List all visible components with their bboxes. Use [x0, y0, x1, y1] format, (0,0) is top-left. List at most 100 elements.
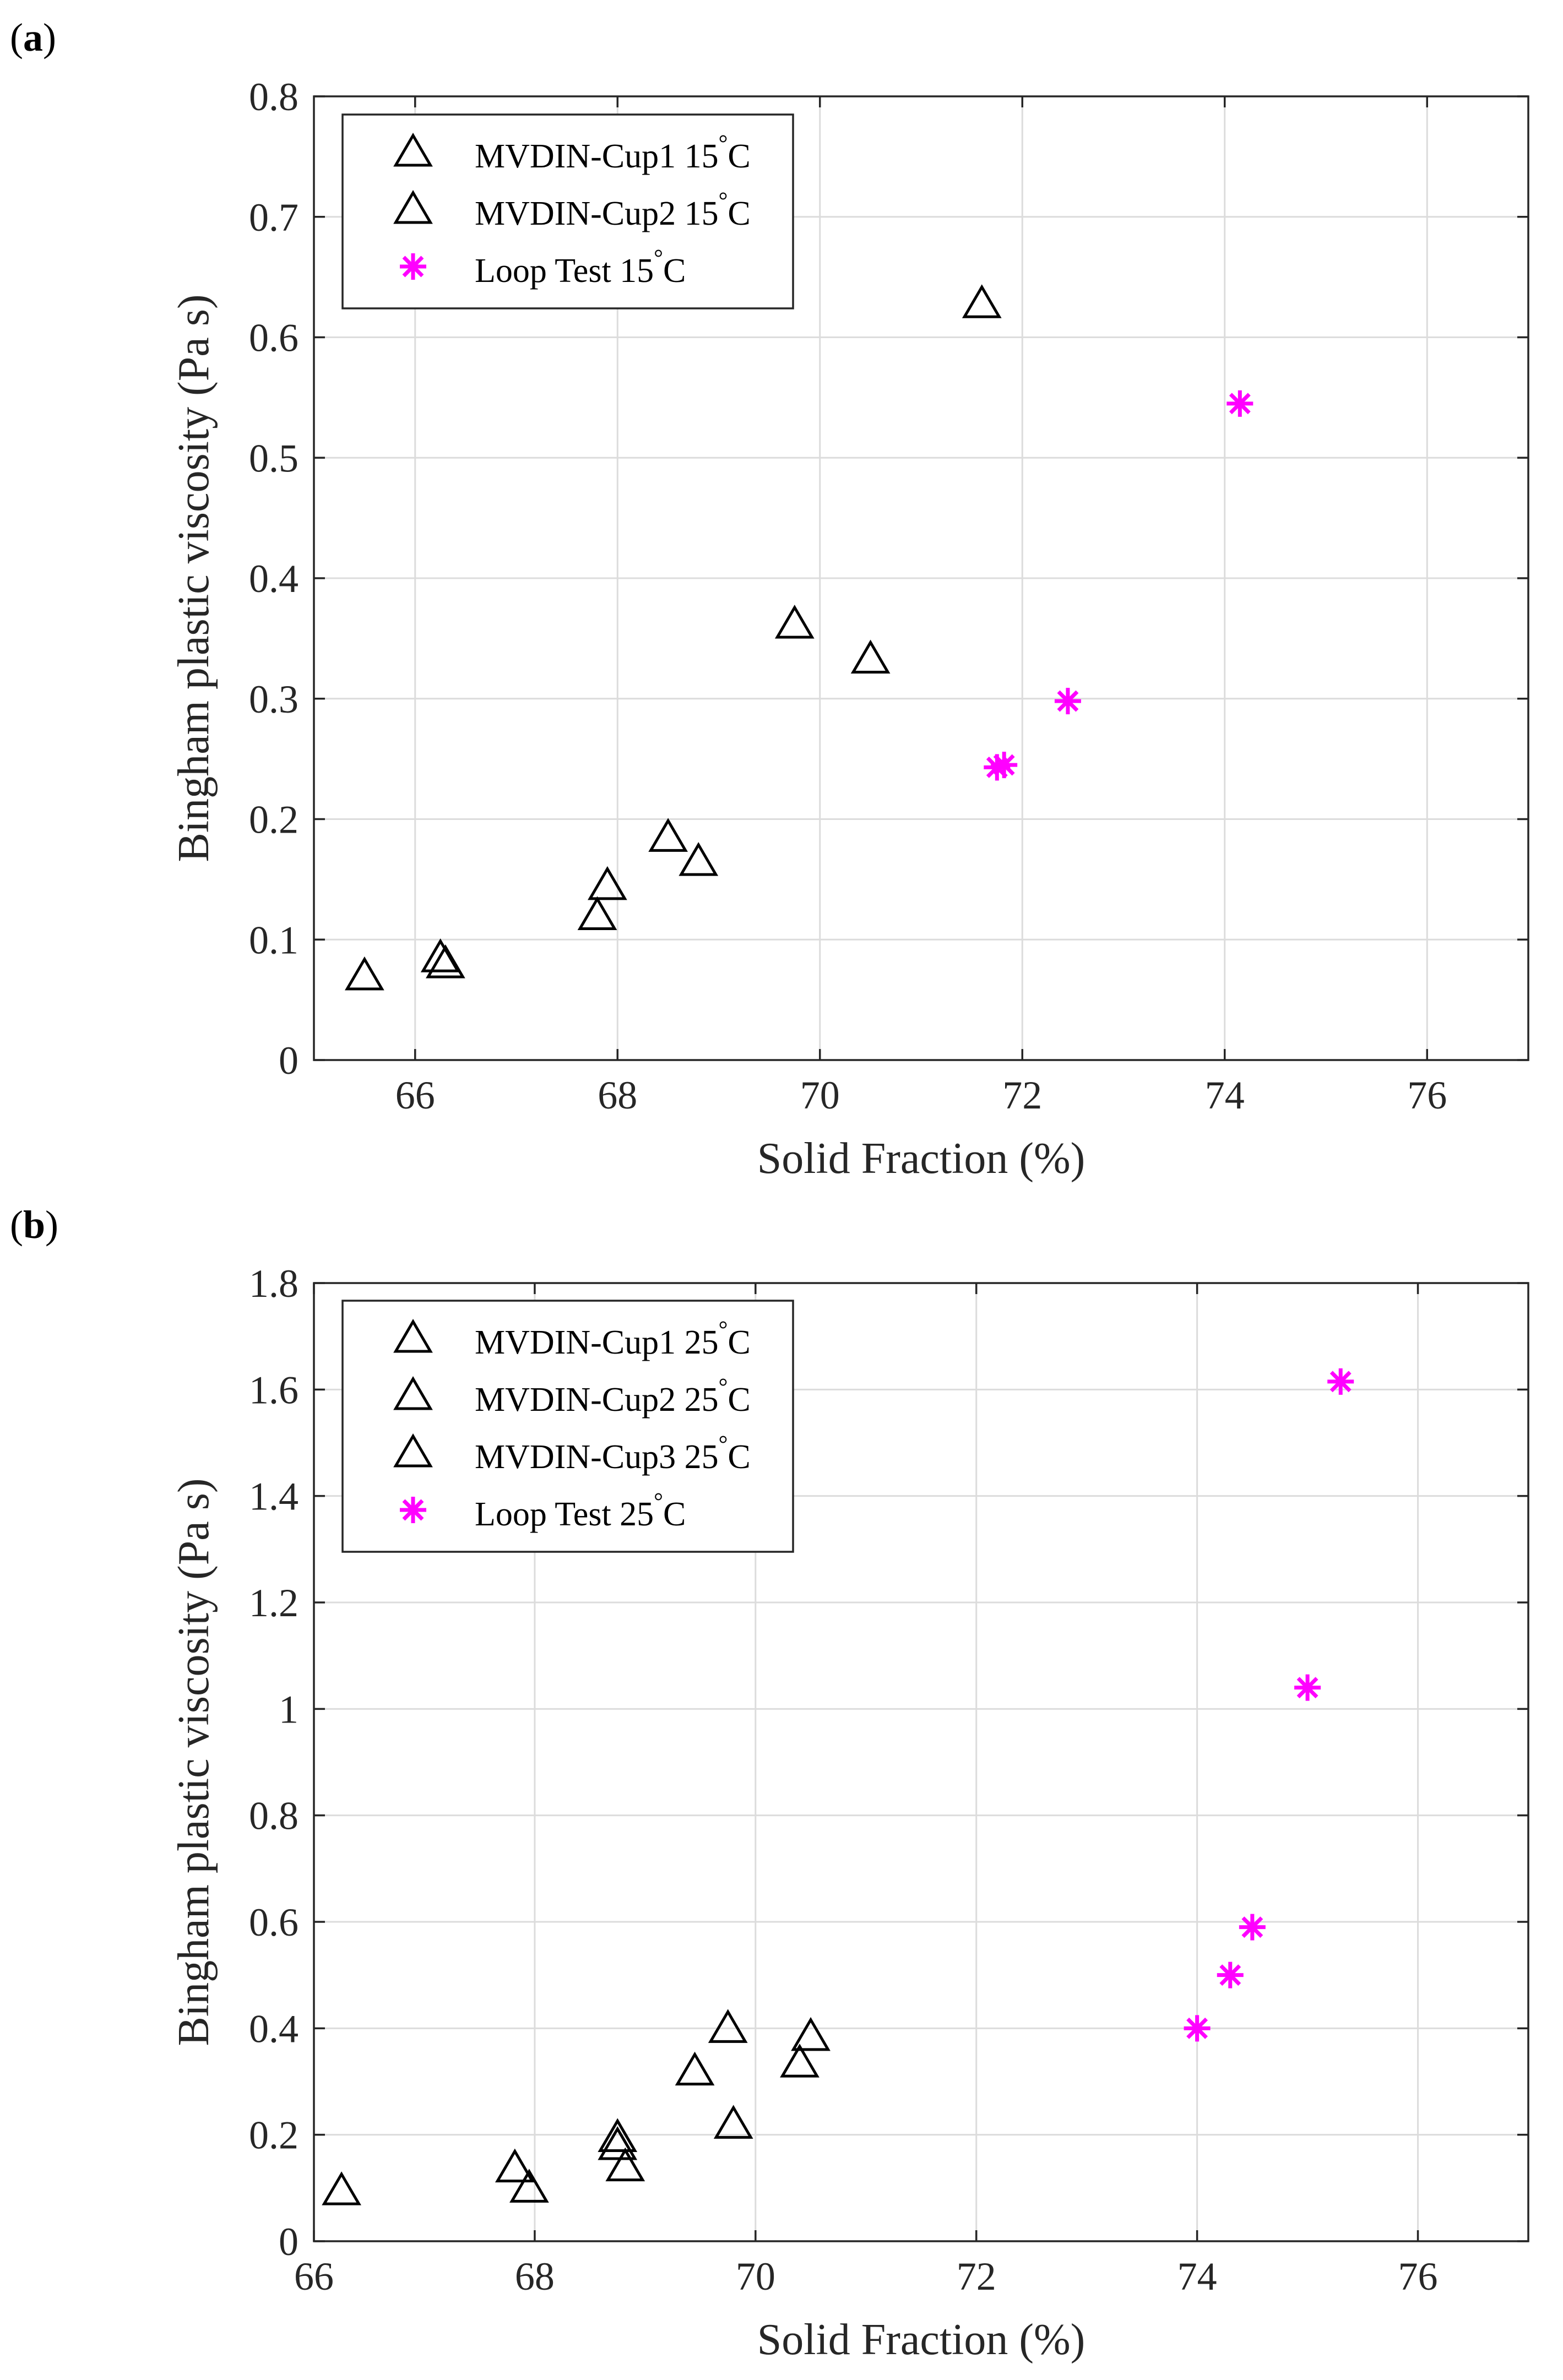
data-point-triangle — [598, 2126, 638, 2160]
data-point-star-stroke-3 — [1057, 690, 1079, 712]
y-tick-label: 1 — [279, 1687, 299, 1731]
data-point-star — [1054, 688, 1081, 715]
data-point-triangle — [648, 818, 688, 852]
legend-marker-triangle — [393, 133, 433, 167]
data-point-triangle — [577, 896, 617, 930]
chart-panel-a: (a) 66 68 70 72 74 76 0 0.1 0.2 0.3 0.4 0.5 0.6 0.7 0.8… — [10, 15, 1529, 1183]
series-2 — [426, 639, 891, 979]
legend-box — [341, 113, 794, 309]
legend-entry-label: MVDIN-Cup3 25°C — [475, 1432, 751, 1476]
x-tick-label: 68 — [598, 1073, 637, 1117]
x-tick-label: 76 — [1398, 2254, 1438, 2299]
legend-entry-text: MVDIN-Cup3 25 — [475, 1438, 719, 1476]
y-tick-label: 0.2 — [249, 798, 299, 842]
legend-degree-sign: ° — [719, 131, 728, 156]
legend-entry-unit: C — [728, 138, 750, 175]
x-tick-label: 66 — [294, 2254, 334, 2299]
legend-marker-star — [400, 1497, 426, 1523]
y-tick-label: 1.6 — [249, 1368, 299, 1412]
y-tick-label: 0.6 — [249, 1900, 299, 1944]
legend-marker-star-stroke-3 — [402, 256, 424, 278]
legend-entry-label: MVDIN-Cup2 15°C — [475, 188, 751, 232]
legend-entry-unit: C — [663, 1496, 686, 1533]
legend-entry-text: MVDIN-Cup2 15 — [475, 195, 719, 232]
panel-label: (a) — [10, 15, 56, 59]
legend-entry-unit: C — [728, 1381, 750, 1419]
panel-label-close: ) — [45, 1203, 58, 1247]
y-tick-label: 0.3 — [249, 677, 299, 721]
data-point-star — [1184, 2015, 1211, 2042]
y-axis-label: Bingham plastic viscosity (Pa s) — [170, 294, 218, 862]
x-tick-label: 76 — [1407, 1073, 1447, 1117]
panel-label-close: ) — [43, 15, 56, 59]
x-tick-label: 70 — [736, 2254, 775, 2299]
y-tick-label: 0.2 — [249, 2113, 299, 2158]
data-point-star — [991, 752, 1018, 779]
x-tick-label: 68 — [515, 2254, 555, 2299]
y-tick-label: 1.4 — [249, 1475, 299, 1519]
series-1 — [345, 284, 1002, 991]
y-tick-label: 0.8 — [249, 1794, 299, 1838]
y-tick-label: 0.5 — [249, 436, 299, 480]
plot-frame — [313, 1282, 1529, 2242]
data-point-triangle — [962, 284, 1002, 318]
series-3 — [984, 390, 1253, 781]
data-point-triangle — [598, 2118, 638, 2152]
data-point-triangle — [495, 2148, 535, 2183]
series-2 — [509, 2105, 753, 2203]
legend-entry-label: MVDIN-Cup1 15°C — [475, 131, 751, 175]
legend-entry-unit: C — [728, 1324, 750, 1361]
legend-marker-triangle — [393, 190, 433, 224]
legend-entry-label: Loop Test 15°C — [475, 246, 686, 290]
series-3 — [605, 2044, 820, 2182]
data-point-star-stroke-3 — [1219, 1964, 1241, 1986]
x-tick-label: 74 — [1177, 2254, 1217, 2299]
legend-marker-triangle — [393, 1376, 433, 1410]
data-point-triangle — [780, 2044, 820, 2078]
x-tick-label: 66 — [395, 1073, 435, 1117]
data-point-triangle — [679, 842, 719, 876]
panel-label-open: ( — [10, 1203, 23, 1247]
y-tick-label: 0.8 — [249, 75, 299, 119]
legend-degree-sign: ° — [719, 1317, 728, 1343]
data-point-triangle — [322, 2171, 361, 2205]
legend-entry-text: MVDIN-Cup2 25 — [475, 1381, 719, 1419]
legend-entry-unit: C — [728, 1438, 750, 1476]
legend-entry-label: Loop Test 25°C — [475, 1489, 686, 1533]
legend-entry-unit: C — [728, 195, 750, 232]
y-tick-label: 0.4 — [249, 2007, 299, 2051]
legend-entry-unit: C — [663, 252, 686, 290]
x-axis-label: Solid Fraction (%) — [757, 1134, 1085, 1183]
data-point-triangle — [675, 2051, 715, 2086]
data-point-star — [1217, 1961, 1244, 1988]
data-point-triangle — [605, 2147, 645, 2182]
legend-marker-star — [400, 253, 426, 280]
panel-label-letter: a — [23, 15, 43, 59]
y-tick-label: 1.2 — [249, 1581, 299, 1625]
data-point-star-stroke-3 — [1329, 1371, 1352, 1393]
data-point-star — [1294, 1674, 1321, 1701]
data-point-triangle — [345, 956, 384, 991]
data-point-star-stroke-3 — [1241, 1916, 1263, 1938]
data-point-star-stroke-3 — [1186, 2017, 1208, 2039]
panel-label-open: ( — [10, 15, 23, 59]
data-point-triangle — [588, 866, 627, 900]
data-point-star-stroke-3 — [1296, 1677, 1318, 1699]
data-point-triangle — [791, 2017, 831, 2051]
panel-label: (b) — [10, 1203, 58, 1247]
legend-degree-sign: ° — [719, 1432, 728, 1457]
legend-degree-sign: ° — [654, 246, 663, 271]
x-tick-label: 70 — [800, 1073, 840, 1117]
legend-marker-triangle — [393, 1433, 433, 1468]
x-tick-label: 72 — [957, 2254, 996, 2299]
data-point-triangle — [509, 2169, 549, 2203]
series-4 — [1184, 1368, 1354, 2042]
y-tick-label: 0.6 — [249, 316, 299, 360]
legend-entry-text: MVDIN-Cup1 15 — [475, 138, 719, 175]
y-axis-label: Bingham plastic viscosity (Pa s) — [170, 1478, 218, 2046]
legend-entry-label: MVDIN-Cup1 25°C — [475, 1317, 751, 1361]
